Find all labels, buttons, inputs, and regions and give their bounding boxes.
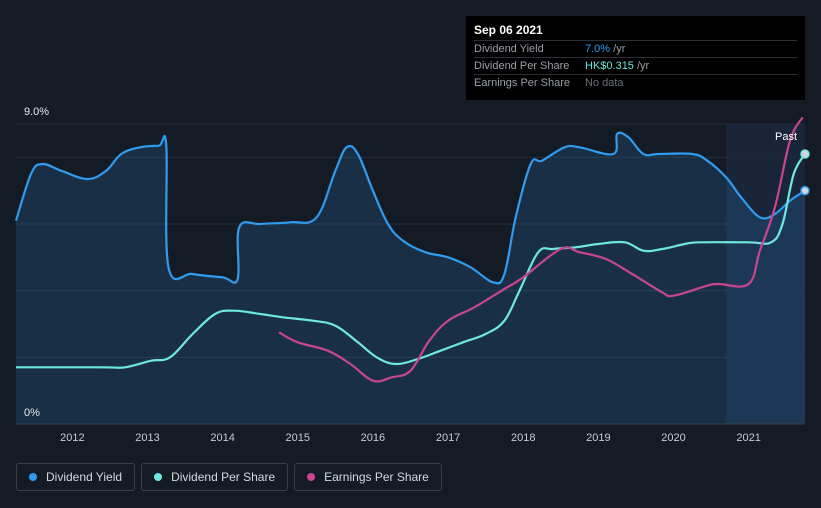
x-tick-label: 2016 xyxy=(361,432,385,444)
x-tick-label: 2013 xyxy=(135,432,159,444)
end-marker xyxy=(800,185,810,196)
dividend-per-share-line xyxy=(16,153,806,369)
tooltip-unit: /yr xyxy=(633,60,650,72)
chart-legend: Dividend Yield Dividend Per Share Earnin… xyxy=(16,463,442,491)
tooltip-unit: /yr xyxy=(610,43,626,55)
x-tick-label: 2021 xyxy=(736,432,760,444)
legend-item-dividend-yield[interactable]: Dividend Yield xyxy=(16,463,136,491)
legend-label: Dividend Per Share xyxy=(171,470,276,484)
tooltip-row-earnings-per-share: Earnings Per Share No data xyxy=(474,75,797,91)
y-axis-top-label: 9.0% xyxy=(24,106,49,118)
x-tick-label: 2012 xyxy=(60,432,84,444)
x-tick-label: 2020 xyxy=(661,432,685,444)
x-tick-label: 2015 xyxy=(286,432,310,444)
legend-label: Dividend Yield xyxy=(46,470,123,484)
tooltip-row-dividend-yield: Dividend Yield 7.0% /yr xyxy=(474,41,797,58)
y-axis-bottom-label: 0% xyxy=(24,407,40,419)
dividend-yield-line xyxy=(14,131,806,285)
past-label: Past xyxy=(775,131,797,143)
legend-item-dividend-per-share[interactable]: Dividend Per Share xyxy=(141,463,289,491)
x-tick-label: 2014 xyxy=(210,432,234,444)
x-axis-ticks: 2012 2013 2014 2015 2016 2017 2018 2019 2020 2021 xyxy=(60,432,761,444)
dividend-yield-area xyxy=(16,132,805,424)
legend-label: Earnings Per Share xyxy=(324,470,429,484)
x-tick-label: 2019 xyxy=(586,432,610,444)
tooltip-label: Dividend Per Share xyxy=(474,60,570,72)
legend-dot-icon xyxy=(154,473,163,481)
hover-tooltip: Sep 06 2021 Dividend Yield 7.0% /yr Divi… xyxy=(466,16,805,100)
past-region xyxy=(726,124,805,424)
tooltip-label: Dividend Yield xyxy=(474,43,544,55)
x-tick-label: 2018 xyxy=(511,432,535,444)
earnings-per-share-line xyxy=(278,116,804,383)
end-marker xyxy=(800,149,810,159)
tooltip-value: No data xyxy=(585,77,624,89)
tooltip-label: Earnings Per Share xyxy=(474,77,570,89)
chart-series-lines xyxy=(14,116,806,383)
chart-gridlines xyxy=(16,123,805,358)
tooltip-value: 7.0% xyxy=(585,43,611,55)
legend-dot-icon xyxy=(307,473,316,481)
legend-dot-icon xyxy=(29,473,37,481)
tooltip-row-dividend-per-share: Dividend Per Share HK$0.315 /yr xyxy=(474,58,797,75)
series-end-markers xyxy=(800,149,810,196)
legend-item-earnings-per-share[interactable]: Earnings Per Share xyxy=(294,463,442,491)
tooltip-date: Sep 06 2021 xyxy=(474,23,797,41)
tooltip-value: HK$0.315 xyxy=(585,60,634,72)
x-tick-label: 2017 xyxy=(436,432,460,444)
